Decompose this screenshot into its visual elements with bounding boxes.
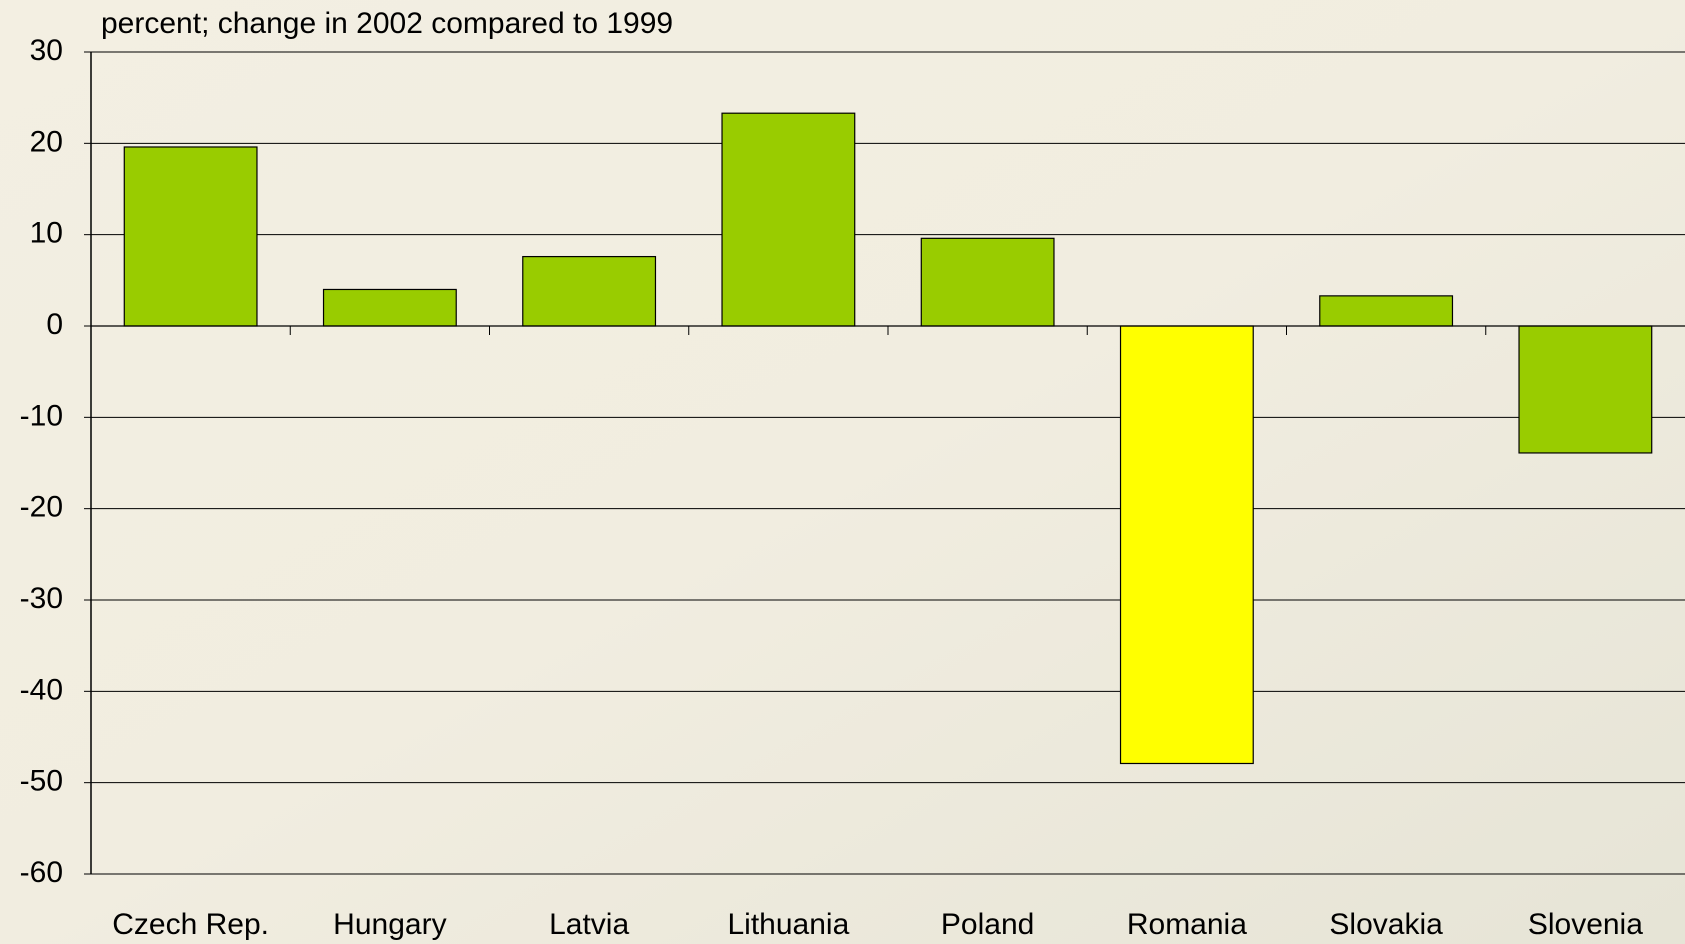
x-tick-label: Latvia bbox=[549, 908, 629, 941]
bar bbox=[123, 146, 258, 327]
x-tick-label: Slovakia bbox=[1329, 908, 1443, 941]
bar bbox=[1319, 295, 1454, 327]
bar bbox=[322, 288, 457, 327]
y-tick-label: -30 bbox=[20, 582, 63, 615]
y-tick-label: 20 bbox=[30, 125, 63, 158]
y-tick-label: -60 bbox=[20, 856, 63, 889]
y-tick-label: -10 bbox=[20, 399, 63, 432]
y-tick-label: -50 bbox=[20, 765, 63, 798]
bar bbox=[920, 237, 1055, 327]
chart-title: percent; change in 2002 compared to 1999 bbox=[101, 7, 673, 40]
bar bbox=[721, 112, 856, 327]
x-tick-label: Poland bbox=[941, 908, 1034, 941]
x-tick-label: Hungary bbox=[333, 908, 446, 941]
x-tick-label: Czech Rep. bbox=[112, 908, 269, 941]
y-tick-label: 30 bbox=[30, 34, 63, 67]
x-tick-label: Slovenia bbox=[1528, 908, 1643, 941]
x-tick-label: Lithuania bbox=[727, 908, 849, 941]
y-tick-label: 0 bbox=[46, 308, 63, 341]
bar bbox=[1119, 325, 1254, 765]
bar bbox=[522, 255, 657, 327]
y-tick-label: 10 bbox=[30, 217, 63, 250]
y-tick-label: -20 bbox=[20, 491, 63, 524]
x-tick-label: Romania bbox=[1127, 908, 1247, 941]
y-tick-label: -40 bbox=[20, 673, 63, 706]
bar bbox=[1518, 325, 1653, 454]
